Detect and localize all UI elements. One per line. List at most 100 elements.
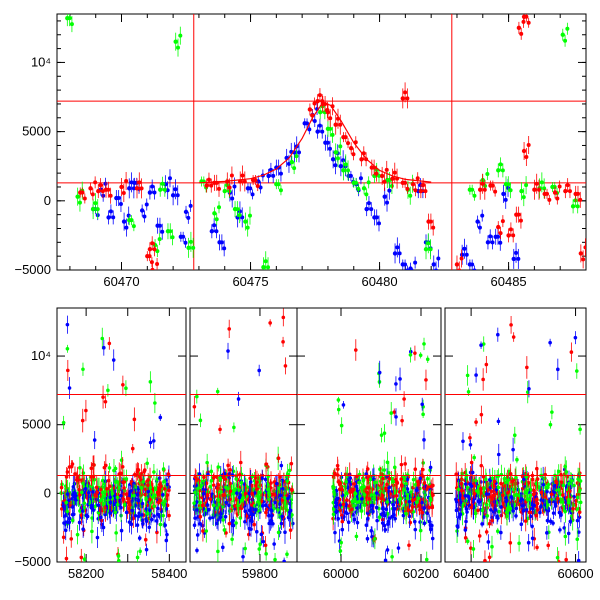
bottom-data-point	[352, 503, 356, 508]
top-data-point	[150, 184, 155, 189]
bottom-data-point	[254, 529, 259, 534]
bottom-data-point	[90, 516, 94, 520]
bottom-data-point	[371, 509, 375, 514]
bottom-data-point	[96, 503, 101, 507]
bottom-data-point	[65, 486, 70, 491]
top-plot-frame	[56, 13, 587, 271]
bottom-data-point	[218, 476, 223, 480]
top-data-point	[95, 207, 100, 212]
bottom-data-point	[384, 507, 389, 512]
bottom-data-point	[479, 463, 484, 468]
top-data-point	[312, 101, 317, 106]
top-data-point	[328, 126, 333, 131]
top-data-point	[348, 173, 353, 178]
bottom-data-point	[195, 508, 199, 512]
bottom-data-point	[406, 508, 411, 512]
bottom-data-point	[541, 498, 546, 503]
bottom-data-point	[154, 486, 158, 491]
top-data-point	[227, 185, 232, 190]
bottom-data-point	[463, 536, 468, 540]
bottom-data-point	[103, 399, 108, 404]
top-data-point	[305, 121, 310, 126]
bottom-data-point	[72, 490, 77, 495]
bottom-data-point	[108, 500, 113, 505]
top-data-point	[237, 213, 242, 218]
top-data-point	[186, 215, 191, 220]
bottom-data-point	[195, 394, 199, 399]
top-data-point	[346, 168, 351, 173]
bottom-data-point	[65, 322, 70, 327]
bottom-data-point	[479, 412, 484, 417]
bottom-data-point	[288, 528, 293, 532]
top-data-point	[578, 197, 583, 202]
bottom-data-point	[479, 343, 483, 347]
bottom-data-point	[278, 493, 283, 498]
bottom-data-point	[508, 541, 513, 545]
bottom-data-point	[66, 368, 70, 373]
bottom-data-point	[404, 512, 408, 516]
bottom-data-point	[156, 500, 161, 505]
bottom-data-point	[221, 545, 225, 550]
top-data-point	[170, 193, 176, 198]
top-data-point	[173, 39, 178, 44]
bottom-data-point	[92, 463, 96, 467]
top-data-point	[250, 192, 255, 197]
top-data-point	[408, 266, 413, 270]
bottom-data-point	[469, 460, 474, 465]
bottom-data-point	[259, 499, 264, 503]
bottom-data-point	[116, 486, 120, 490]
bottom-data-point	[578, 500, 583, 505]
bottom-data-point	[201, 529, 205, 533]
bottom-data-point	[147, 525, 152, 530]
bottom-data-point	[283, 530, 287, 535]
bottom-data-point	[135, 523, 140, 527]
top-data-point	[387, 188, 392, 193]
bottom-data-point	[153, 401, 157, 405]
bottom-data-point	[243, 491, 248, 496]
top-data-point	[188, 239, 193, 244]
bottom-data-point	[107, 466, 112, 470]
bottom-data-point	[550, 410, 554, 414]
top-data-point	[108, 193, 113, 198]
top-data-point	[149, 260, 154, 265]
bottom-data-point	[520, 504, 524, 508]
bottom-data-point	[231, 469, 236, 474]
bottom-data-point	[375, 491, 379, 495]
top-data-point	[183, 240, 188, 245]
bottom-data-point	[269, 508, 273, 512]
bottom-data-point	[463, 528, 468, 532]
top-data-point	[328, 116, 333, 121]
bottom-data-point	[139, 486, 144, 490]
bottom-data-point	[250, 512, 255, 517]
bottom-data-point	[257, 368, 261, 373]
top-data-point	[384, 167, 389, 172]
bottom-data-point	[64, 500, 69, 505]
top-data-point	[410, 182, 416, 187]
bottom-data-point	[418, 528, 423, 533]
bottom-data-point	[144, 507, 149, 511]
bottom-data-point	[382, 431, 387, 435]
bottom-data-point	[77, 520, 82, 525]
bottom-data-point	[563, 509, 568, 514]
bottom-data-point	[101, 525, 106, 530]
top-data-point	[552, 190, 558, 195]
top-y-tick-label: −5000	[14, 262, 51, 277]
bottom-data-point	[258, 490, 262, 495]
top-data-point	[382, 194, 387, 199]
top-data-point	[150, 241, 155, 246]
bottom-data-point	[461, 439, 465, 444]
top-data-point	[266, 265, 271, 270]
bottom-data-point	[353, 348, 358, 352]
top-x-tick-label: 60480	[361, 274, 397, 289]
bottom-data-point	[381, 505, 385, 510]
bottom-data-point	[216, 465, 221, 469]
top-data-point	[88, 186, 93, 191]
top-data-point	[153, 274, 157, 278]
bottom-data-point	[383, 527, 388, 532]
bottom-data-point	[154, 519, 159, 523]
bottom-data-point	[332, 485, 336, 490]
bottom-data-point	[403, 462, 407, 466]
bottom-data-point	[163, 499, 167, 504]
bottom-data-point	[285, 552, 289, 557]
bottom-data-point	[119, 528, 124, 533]
